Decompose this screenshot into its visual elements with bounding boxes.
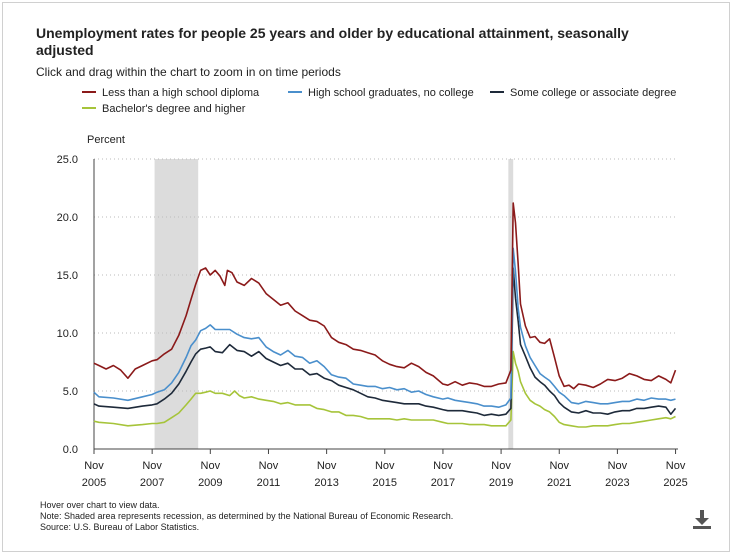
series-lines-group [93, 202, 677, 428]
legend-swatch [82, 91, 96, 94]
legend-item-less-than-hs[interactable]: Less than a high school diploma [82, 86, 259, 100]
series-line-high-school-graduates-no-college[interactable] [93, 247, 676, 408]
legend-item-bachelors[interactable]: Bachelor's degree and higher [82, 102, 245, 116]
legend-label: Bachelor's degree and higher [102, 103, 246, 115]
chart-footer: Hover over chart to view data. Note: Sha… [40, 500, 453, 533]
legend-item-hs-grad[interactable]: High school graduates, no college [288, 86, 474, 100]
x-tick-label-month: Nov [317, 460, 337, 472]
x-tick-label-year: 2019 [489, 477, 513, 489]
x-tick-label-year: 2007 [140, 477, 164, 489]
legend-swatch [82, 107, 96, 110]
x-tick-label-year: 2009 [198, 477, 222, 489]
download-arrow-icon [693, 510, 711, 529]
recession-band-1 [154, 159, 199, 449]
download-icon[interactable] [692, 508, 712, 530]
y-tick-label: 5.0 [63, 386, 78, 398]
x-tick-label-year: 2015 [373, 477, 397, 489]
x-tick-label-month: Nov [608, 460, 628, 472]
legend-label: High school graduates, no college [308, 87, 474, 99]
series-line-bachelor-s-degree-and-higher[interactable] [93, 350, 676, 428]
footer-source: Source: U.S. Bureau of Labor Statistics. [40, 522, 200, 532]
x-tick-label-year: 2017 [431, 477, 455, 489]
x-tick-label-year: 2011 [257, 477, 281, 489]
x-tick-label-month: Nov [666, 460, 686, 472]
x-tick-labels-group: Nov 2005 Nov 2007 Nov 2009 Nov 2011 Nov 2013 Nov 20… [82, 449, 688, 489]
x-tick-label-month: Nov [375, 460, 395, 472]
x-tick-label-year: 2025 [663, 477, 687, 489]
x-tick-label-month: Nov [491, 460, 511, 472]
series-line-less-than-a-high-school-diploma[interactable] [93, 202, 677, 390]
recession-shading-group [154, 159, 514, 449]
x-tick-label-month: Nov [433, 460, 453, 472]
chart-subtitle: Click and drag within the chart to zoom … [36, 65, 341, 79]
y-tick-labels-group: 25.0 20.0 15.0 10.0 5.0 0.0 [57, 154, 78, 456]
x-tick-label-month: Nov [201, 460, 221, 472]
x-tick-label-month: Nov [259, 460, 279, 472]
y-tick-label: 25.0 [57, 154, 78, 166]
y-tick-label: 0.0 [63, 444, 78, 456]
x-tick-label-year: 2005 [82, 477, 106, 489]
series-line-some-college-or-associate-degree[interactable] [93, 267, 677, 417]
recession-band-2 [508, 159, 514, 449]
x-tick-label-year: 2021 [547, 477, 571, 489]
x-tick-label-month: Nov [84, 460, 104, 472]
legend-label: Less than a high school diploma [102, 87, 260, 99]
gridlines-group [94, 158, 678, 392]
footer-hover-note: Hover over chart to view data. [40, 500, 160, 510]
y-axis-title: Percent [87, 134, 125, 146]
x-tick-label-month: Nov [549, 460, 569, 472]
axes-group [93, 159, 678, 450]
legend-label: Some college or associate degree [510, 87, 677, 99]
x-tick-label-year: 2023 [605, 477, 629, 489]
legend-swatch [288, 91, 302, 94]
y-tick-label: 20.0 [57, 212, 78, 224]
x-tick-label-year: 2013 [314, 477, 338, 489]
y-tick-label: 15.0 [57, 270, 78, 282]
legend-item-some-college[interactable]: Some college or associate degree [490, 86, 676, 100]
y-tick-label: 10.0 [57, 328, 78, 340]
footer-recession-note: Note: Shaded area represents recession, … [40, 511, 454, 521]
x-tick-label-month: Nov [142, 460, 162, 472]
legend-swatch [490, 91, 504, 94]
chart-title: Unemployment rates for people 25 years a… [36, 25, 629, 58]
